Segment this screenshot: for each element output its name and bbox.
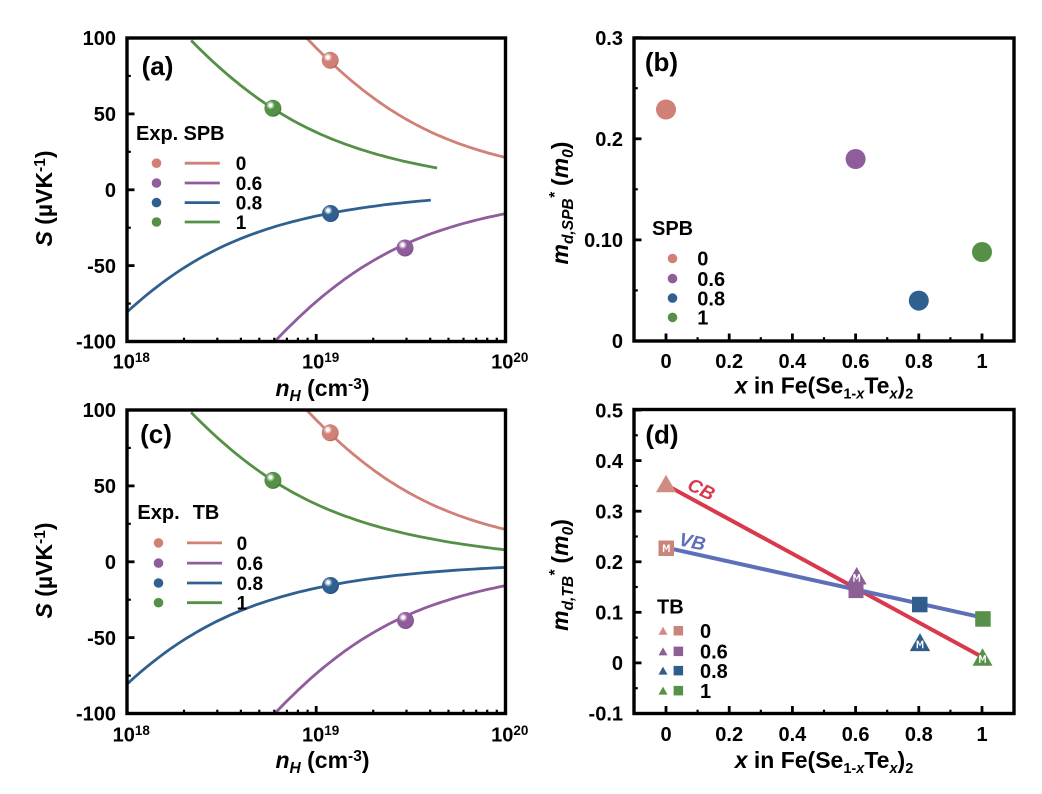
svg-text:0.1: 0.1 — [595, 603, 623, 625]
svg-text:nH (cm-3): nH (cm-3) — [275, 375, 369, 405]
svg-text:(a): (a) — [142, 51, 174, 81]
svg-text:0.8: 0.8 — [237, 574, 263, 595]
svg-text:-50: -50 — [87, 628, 116, 650]
svg-text:SPB: SPB — [184, 123, 225, 145]
svg-text:-50: -50 — [87, 256, 116, 278]
svg-text:-0.1: -0.1 — [589, 704, 623, 726]
svg-text:TB: TB — [657, 596, 684, 618]
svg-text:0.6: 0.6 — [842, 724, 870, 746]
svg-text:0.6: 0.6 — [697, 269, 725, 291]
svg-text:0.4: 0.4 — [595, 451, 624, 473]
svg-text:-100: -100 — [76, 704, 116, 726]
svg-text:0.2: 0.2 — [595, 129, 623, 151]
svg-text:(d): (d) — [645, 420, 678, 450]
svg-text:nH (cm-3): nH (cm-3) — [275, 747, 369, 777]
svg-text:0: 0 — [612, 331, 623, 353]
svg-text:0.2: 0.2 — [715, 724, 743, 746]
svg-text:0: 0 — [660, 351, 671, 373]
svg-text:1: 1 — [976, 351, 987, 373]
svg-text:(b): (b) — [645, 47, 678, 77]
svg-text:S (µVK-1): S (µVK-1) — [31, 522, 57, 618]
svg-text:100: 100 — [83, 28, 116, 50]
svg-text:0: 0 — [236, 154, 247, 175]
svg-text:0: 0 — [697, 249, 708, 271]
svg-text:TB: TB — [193, 502, 220, 524]
svg-text:SPB: SPB — [652, 218, 693, 240]
svg-text:0.3: 0.3 — [595, 28, 623, 50]
svg-text:50: 50 — [94, 104, 116, 126]
svg-text:0: 0 — [660, 724, 671, 746]
svg-text:0.8: 0.8 — [905, 351, 933, 373]
svg-text:0.8: 0.8 — [700, 661, 728, 683]
svg-text:0: 0 — [105, 552, 116, 574]
svg-text:0.4: 0.4 — [778, 724, 807, 746]
svg-text:1: 1 — [236, 213, 247, 234]
svg-text:0.2: 0.2 — [595, 552, 623, 574]
svg-text:0.8: 0.8 — [905, 724, 933, 746]
svg-text:0.6: 0.6 — [236, 174, 262, 195]
svg-text:0: 0 — [237, 534, 248, 555]
svg-text:100: 100 — [83, 400, 116, 422]
svg-text:0.5: 0.5 — [595, 400, 623, 422]
svg-text:0.10: 0.10 — [584, 230, 623, 252]
svg-text:0.8: 0.8 — [697, 288, 725, 310]
svg-text:50: 50 — [94, 476, 116, 498]
svg-text:0.6: 0.6 — [842, 351, 870, 373]
svg-text:0: 0 — [612, 653, 623, 675]
svg-text:Exp.: Exp. — [136, 123, 178, 145]
svg-text:1: 1 — [697, 308, 708, 330]
svg-text:x in Fe(Se1-xTex)2: x in Fe(Se1-xTex)2 — [733, 747, 914, 777]
svg-text:0: 0 — [700, 621, 711, 643]
svg-text:1: 1 — [976, 724, 987, 746]
svg-text:0.8: 0.8 — [236, 194, 262, 215]
svg-text:-100: -100 — [76, 332, 116, 354]
svg-text:0.4: 0.4 — [778, 351, 807, 373]
svg-text:0.6: 0.6 — [237, 554, 263, 575]
svg-text:0.6: 0.6 — [700, 642, 728, 664]
svg-text:0.3: 0.3 — [595, 501, 623, 523]
svg-text:x in Fe(Se1-xTex)2: x in Fe(Se1-xTex)2 — [733, 373, 914, 403]
svg-text:Exp.: Exp. — [137, 502, 179, 524]
svg-text:0.2: 0.2 — [715, 351, 743, 373]
svg-text:(c): (c) — [140, 419, 172, 449]
svg-text:1: 1 — [237, 594, 248, 615]
svg-text:1: 1 — [700, 681, 711, 703]
svg-text:0: 0 — [105, 180, 116, 202]
